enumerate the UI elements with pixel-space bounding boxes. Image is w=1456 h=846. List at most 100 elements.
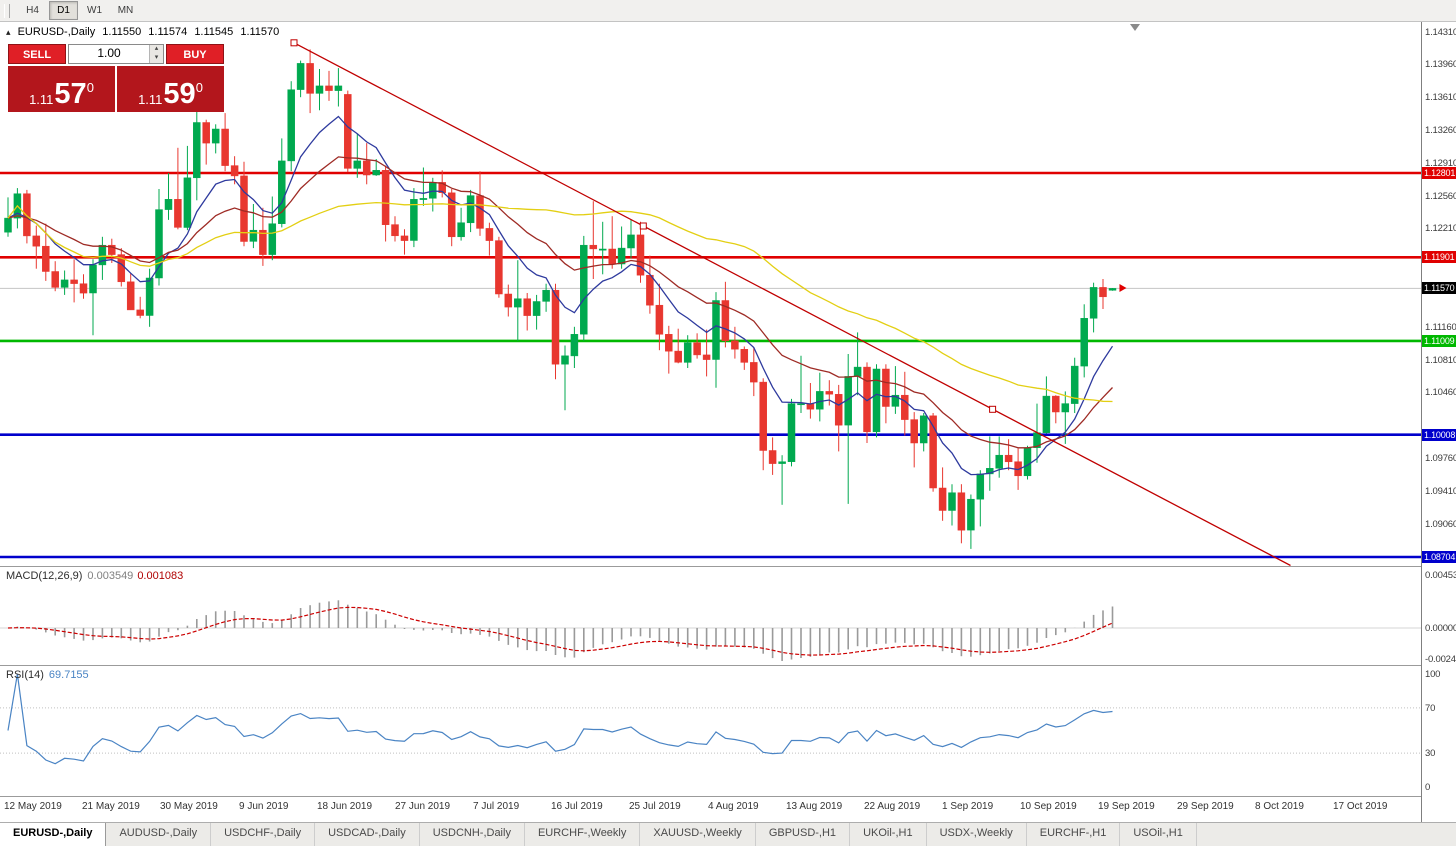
time-axis-label: 19 Sep 2019 bbox=[1098, 801, 1155, 812]
macd-name: MACD(12,26,9) bbox=[6, 570, 83, 582]
mid-ma-line bbox=[7, 156, 1113, 449]
rsi-canvas[interactable] bbox=[0, 666, 1421, 796]
chart-tab-usoil-h1[interactable]: USOil-,H1 bbox=[1120, 823, 1197, 846]
rsi-name: RSI(14) bbox=[6, 669, 44, 681]
volume-control: 1.00 ▴ ▾ bbox=[68, 44, 164, 64]
timeframe-buttons: H4 D1 W1 MN bbox=[18, 1, 142, 20]
sell-price-point: 0 bbox=[86, 80, 94, 95]
price-axis-label: 1.11160 bbox=[1425, 322, 1456, 333]
volume-input[interactable]: 1.00 bbox=[97, 46, 121, 60]
chart-tab-ukoil-h1[interactable]: UKOil-,H1 bbox=[850, 823, 927, 846]
chart-tab-usdcnh-daily[interactable]: USDCNH-,Daily bbox=[420, 823, 525, 846]
main-chart-canvas[interactable] bbox=[0, 22, 1421, 566]
ohlc-close: 1.11570 bbox=[240, 26, 280, 38]
price-axis-label: 1.12210 bbox=[1425, 223, 1456, 234]
rsi-axis-label: 0 bbox=[1425, 782, 1431, 793]
time-axis-label: 22 Aug 2019 bbox=[864, 801, 921, 812]
trendline-handle[interactable] bbox=[290, 39, 298, 47]
chart-tab-xauusd-weekly[interactable]: XAUUSD-,Weekly bbox=[640, 823, 756, 846]
time-axis[interactable]: 12 May 2019 21 May 2019 30 May 2019 9 Jun 2… bbox=[0, 797, 1421, 822]
chart-symbol-period: EURUSD-,Daily bbox=[17, 26, 96, 38]
candles-layer bbox=[4, 49, 1117, 549]
time-axis-label: 9 Jun 2019 bbox=[239, 801, 289, 812]
price-axis-label: 1.13260 bbox=[1425, 125, 1456, 136]
descending-trendline[interactable] bbox=[293, 42, 1291, 566]
time-axis-label: 1 Sep 2019 bbox=[942, 801, 994, 812]
time-axis-label: 17 Oct 2019 bbox=[1333, 801, 1388, 812]
volume-decrease-button[interactable]: ▾ bbox=[150, 54, 163, 63]
chart-tab-gbpusd-h1[interactable]: GBPUSD-,H1 bbox=[756, 823, 851, 846]
price-axis[interactable]: 1.14310 1.13960 1.13610 1.13260 1.12910 1.125… bbox=[1421, 22, 1456, 822]
sell-price-prefix: 1.11 bbox=[29, 92, 54, 107]
time-axis-label: 21 May 2019 bbox=[82, 801, 140, 812]
timeframe-button-w1[interactable]: W1 bbox=[87, 5, 102, 16]
one-click-toggle-icon[interactable]: ▴ bbox=[6, 27, 11, 37]
panel-splitter[interactable] bbox=[0, 566, 1456, 567]
price-axis-label: 1.10810 bbox=[1425, 355, 1456, 366]
rsi-axis-label: 100 bbox=[1425, 669, 1441, 680]
chart-tab-usdx-weekly[interactable]: USDX-,Weekly bbox=[927, 823, 1027, 846]
price-axis-label: 1.12910 bbox=[1425, 158, 1456, 169]
time-axis-label: 4 Aug 2019 bbox=[708, 801, 759, 812]
top-toolbar: H4 D1 W1 MN bbox=[0, 0, 1456, 22]
chart-tab-audusd-daily[interactable]: AUDUSD-,Daily bbox=[106, 823, 212, 846]
sell-button[interactable]: SELL bbox=[8, 44, 66, 64]
time-axis-label: 13 Aug 2019 bbox=[786, 801, 843, 812]
chart-title: ▴ EURUSD-,Daily 1.11550 1.11574 1.11545 … bbox=[6, 26, 283, 38]
trendline-handle[interactable] bbox=[639, 222, 647, 230]
time-axis-label: 16 Jul 2019 bbox=[551, 801, 603, 812]
chart-tab-eurchf-weekly[interactable]: EURCHF-,Weekly bbox=[525, 823, 641, 846]
sell-price-pips: 57 bbox=[54, 78, 87, 110]
time-axis-label: 25 Jul 2019 bbox=[629, 801, 681, 812]
price-axis-label: 1.12560 bbox=[1425, 191, 1456, 202]
time-axis-label: 27 Jun 2019 bbox=[395, 801, 451, 812]
price-arrow-icon bbox=[1119, 284, 1127, 292]
macd-signal-line bbox=[7, 606, 1113, 656]
chart-tab-eurchf-h1[interactable]: EURCHF-,H1 bbox=[1027, 823, 1121, 846]
price-axis-label: 1.09060 bbox=[1425, 519, 1456, 530]
sell-price-button[interactable]: 1.11 57 0 bbox=[8, 66, 115, 112]
time-axis-label: 7 Jul 2019 bbox=[473, 801, 520, 812]
panel-splitter[interactable] bbox=[0, 665, 1456, 666]
panel-splitter[interactable] bbox=[0, 796, 1456, 797]
buy-price-point: 0 bbox=[195, 80, 203, 95]
time-axis-label: 10 Sep 2019 bbox=[1020, 801, 1077, 812]
buy-button[interactable]: BUY bbox=[166, 44, 224, 64]
price-level-label: 1.12801 bbox=[1422, 167, 1456, 179]
ohlc-low: 1.11545 bbox=[194, 26, 234, 38]
buy-price-prefix: 1.11 bbox=[138, 92, 163, 107]
buy-price-pips: 59 bbox=[163, 78, 196, 110]
chart-tab-usdchf-daily[interactable]: USDCHF-,Daily bbox=[211, 823, 316, 846]
timeframe-button-d1[interactable]: D1 bbox=[49, 1, 78, 20]
chart-tab-eurusd-daily[interactable]: EURUSD-,Daily bbox=[0, 823, 107, 846]
time-axis-label: 30 May 2019 bbox=[160, 801, 218, 812]
chart-shift-marker-icon[interactable] bbox=[1130, 24, 1140, 31]
macd-axis-label: -0.00245 bbox=[1425, 654, 1456, 665]
timeframe-button-h4[interactable]: H4 bbox=[26, 5, 39, 16]
trendline-handle[interactable] bbox=[989, 405, 997, 413]
price-axis-label: 1.13960 bbox=[1425, 59, 1456, 70]
rsi-axis-label: 70 bbox=[1425, 703, 1436, 714]
rsi-value: 69.7155 bbox=[48, 669, 89, 681]
timeframe-button-mn[interactable]: MN bbox=[117, 5, 134, 16]
price-axis-label: 1.09410 bbox=[1425, 486, 1456, 497]
price-level-label: 1.11009 bbox=[1422, 335, 1456, 347]
macd-canvas[interactable] bbox=[0, 567, 1421, 665]
time-axis-label: 12 May 2019 bbox=[4, 801, 62, 812]
price-level-label: 1.10008 bbox=[1422, 429, 1456, 441]
time-axis-label: 29 Sep 2019 bbox=[1177, 801, 1234, 812]
macd-signal-value: 0.001083 bbox=[137, 570, 184, 582]
price-axis-label: 1.10460 bbox=[1425, 387, 1456, 398]
toolbar-grip-icon[interactable] bbox=[4, 3, 10, 18]
ohlc-high: 1.11574 bbox=[148, 26, 188, 38]
chart-tab-bar: EURUSD-,Daily AUDUSD-,Daily USDCHF-,Daily U… bbox=[0, 822, 1456, 846]
chart-tab-usdcad-daily[interactable]: USDCAD-,Daily bbox=[315, 823, 420, 846]
current-price-label: 1.11570 bbox=[1422, 282, 1456, 294]
buy-price-button[interactable]: 1.11 59 0 bbox=[117, 66, 224, 112]
macd-label: MACD(12,26,9) 0.003549 0.001083 bbox=[6, 570, 183, 582]
rsi-axis-label: 30 bbox=[1425, 748, 1436, 759]
rsi-line bbox=[7, 673, 1113, 765]
volume-increase-button[interactable]: ▴ bbox=[150, 45, 163, 54]
macd-main-value: 0.003549 bbox=[87, 570, 134, 582]
